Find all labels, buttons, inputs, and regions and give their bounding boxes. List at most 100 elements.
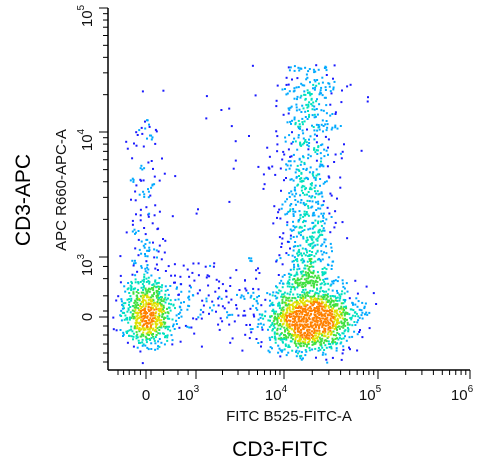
event-dot bbox=[156, 323, 159, 326]
event-dot bbox=[291, 338, 294, 341]
event-dot bbox=[311, 309, 314, 312]
event-dot bbox=[122, 331, 125, 334]
event-dot bbox=[356, 292, 359, 295]
event-dot bbox=[166, 311, 169, 314]
event-dot bbox=[284, 302, 287, 304]
event-dot bbox=[289, 310, 292, 313]
event-dot bbox=[145, 260, 148, 263]
event-dot bbox=[163, 322, 166, 325]
event-dot bbox=[295, 310, 298, 312]
event-dot bbox=[320, 282, 323, 285]
event-dot bbox=[153, 291, 156, 294]
event-dot bbox=[229, 285, 232, 287]
event-dot bbox=[301, 123, 304, 126]
event-dot bbox=[339, 297, 342, 300]
event-dot bbox=[144, 267, 147, 270]
event-dot bbox=[176, 286, 178, 289]
event-dot bbox=[335, 297, 338, 300]
event-dot bbox=[300, 305, 303, 308]
event-dot bbox=[304, 267, 307, 270]
event-dot bbox=[313, 302, 316, 305]
event-dot bbox=[143, 227, 146, 229]
event-dot bbox=[288, 90, 291, 93]
event-dot bbox=[323, 280, 326, 283]
event-dot bbox=[236, 293, 238, 296]
event-dot bbox=[248, 257, 251, 260]
event-dot bbox=[252, 291, 255, 294]
event-dot bbox=[311, 227, 314, 230]
event-dot bbox=[171, 318, 174, 321]
event-dot bbox=[278, 334, 281, 337]
event-dot bbox=[139, 311, 142, 314]
event-dot bbox=[345, 305, 347, 308]
event-dot bbox=[182, 264, 185, 267]
event-dot bbox=[287, 112, 290, 115]
event-dot bbox=[269, 299, 271, 302]
event-dot bbox=[140, 306, 143, 308]
event-dot bbox=[311, 290, 314, 292]
event-dot bbox=[327, 153, 329, 156]
event-dot bbox=[285, 299, 288, 302]
event-dot bbox=[293, 333, 295, 336]
event-dot bbox=[117, 295, 120, 298]
event-dot bbox=[305, 213, 308, 216]
event-dot bbox=[134, 308, 137, 311]
event-dot bbox=[264, 298, 267, 301]
event-dot bbox=[331, 126, 334, 129]
event-dot bbox=[217, 287, 220, 290]
event-dot bbox=[298, 278, 301, 281]
event-dot bbox=[317, 333, 320, 336]
event-dot bbox=[134, 317, 136, 320]
event-dot bbox=[314, 196, 316, 199]
event-dot bbox=[302, 344, 305, 347]
event-dot bbox=[286, 92, 289, 95]
event-dot bbox=[327, 340, 330, 343]
event-dot bbox=[304, 305, 307, 308]
event-dot bbox=[322, 322, 325, 325]
event-dot bbox=[280, 332, 283, 335]
event-dot bbox=[375, 303, 378, 305]
event-dot bbox=[291, 119, 293, 122]
event-dot bbox=[343, 323, 346, 326]
event-dot bbox=[294, 245, 297, 248]
event-dot bbox=[304, 66, 307, 69]
event-dot bbox=[147, 268, 150, 271]
event-dot bbox=[276, 84, 279, 87]
event-dot bbox=[317, 200, 320, 203]
event-dot bbox=[324, 344, 327, 347]
event-dot bbox=[289, 290, 292, 293]
event-dot bbox=[283, 336, 286, 339]
event-dot bbox=[328, 299, 331, 302]
event-dot bbox=[323, 251, 325, 254]
event-dot bbox=[270, 315, 273, 318]
event-dot bbox=[311, 124, 313, 127]
event-dot bbox=[115, 299, 118, 302]
event-dot bbox=[152, 335, 155, 338]
event-dot bbox=[309, 295, 312, 298]
event-dot bbox=[305, 203, 308, 206]
event-dot bbox=[149, 194, 152, 197]
event-dot bbox=[311, 195, 314, 198]
event-dot bbox=[158, 329, 161, 331]
event-dot bbox=[356, 349, 359, 352]
event-dot bbox=[231, 313, 234, 316]
event-dot bbox=[282, 232, 285, 235]
event-dot bbox=[142, 291, 145, 294]
y-tick-label: 105 bbox=[76, 4, 96, 27]
event-dot bbox=[120, 309, 123, 312]
event-dot bbox=[297, 342, 300, 345]
event-dot bbox=[282, 322, 285, 325]
event-dot bbox=[134, 303, 137, 306]
event-dot bbox=[348, 336, 351, 339]
event-dot bbox=[342, 345, 345, 348]
event-dot bbox=[327, 299, 330, 302]
event-dot bbox=[322, 165, 325, 168]
event-dot bbox=[324, 277, 327, 280]
event-dot bbox=[153, 214, 156, 217]
event-dot bbox=[177, 317, 180, 319]
event-dot bbox=[331, 337, 334, 340]
event-dot bbox=[155, 296, 158, 299]
event-dot bbox=[327, 146, 329, 149]
event-dot bbox=[325, 149, 328, 152]
event-dot bbox=[283, 317, 286, 320]
